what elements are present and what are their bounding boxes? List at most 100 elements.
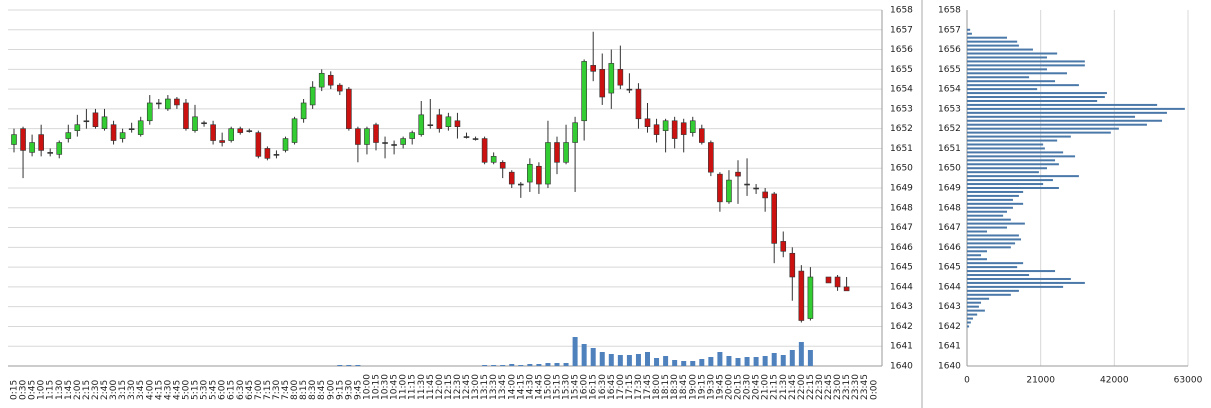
candle-body [128,128,135,130]
candle-body [38,134,44,151]
candle-body [174,98,180,106]
profile-bar [967,99,1098,102]
y-tick-label: 1656 [890,45,913,55]
y-tick-label: 1649 [890,184,913,194]
profile-bar [967,202,1024,205]
candle-body [445,116,452,127]
volume-bar [726,356,732,366]
x-tick-label: 5:30 [200,380,210,400]
volume-bar [645,352,650,366]
profile-bar [967,254,982,257]
profile-bar [967,242,1016,245]
candle-body [137,120,144,135]
x-tick-label: 8:30 [308,380,318,400]
x-tick-label: 21:30 [779,374,789,400]
profile-bar [967,258,987,261]
x-tick-label: 42000 [1100,376,1129,386]
x-tick-label: 12:15 [444,374,454,400]
candle-body [744,183,750,186]
candle-body [29,142,35,153]
x-tick-label: 15:45 [571,374,581,400]
x-tick-label: 19:30 [706,374,716,400]
candle-body [762,191,768,199]
profile-bar [967,305,979,308]
x-tick-label: 11:00 [399,374,409,400]
x-tick-label: 17:00 [616,374,626,400]
volume-bar [771,353,777,366]
y-tick-label: 1653 [890,104,913,114]
candle-body [554,142,560,163]
candle-body [671,120,678,139]
x-tick-label: 21000 [1026,376,1055,386]
candle-body [74,124,81,131]
x-tick-label: 11:15 [408,374,418,400]
y-tick-label: 1652 [938,124,961,134]
profile-bar [967,226,1007,229]
profile-bar [967,103,1158,106]
profile-bar [967,317,973,320]
candle-body [527,163,533,183]
y-tick-label: 1642 [890,322,913,332]
x-tick-label: 10:00 [362,374,372,400]
x-tick-label: 0:30 [19,380,29,400]
candle-body [228,128,234,141]
volume-bar [617,355,623,366]
x-tick-label: 12:00 [435,374,445,400]
y-tick-label: 1649 [938,184,961,194]
profile-bar [967,270,1056,273]
y-tick-label: 1654 [890,85,913,95]
volume-bar [798,342,804,366]
volume-bar [518,365,524,366]
profile-bar [967,194,1019,197]
candle-body [364,128,370,145]
x-tick-label: 21:00 [761,374,771,400]
y-tick-label: 1657 [890,25,913,35]
candle-body [517,183,524,186]
volume-bar [807,350,813,366]
profile-bar [967,64,1085,67]
x-tick-label: 23:15 [842,374,852,400]
y-tick-label: 1648 [890,203,913,213]
x-tick-label: 17:30 [634,374,644,400]
candle-body [291,118,298,143]
profile-bar [967,175,1079,178]
x-tick-label: 13:00 [471,374,481,400]
x-tick-label: 0:00 [869,380,879,400]
candle-body [318,72,325,88]
y-tick-label: 1650 [938,164,961,174]
x-tick-label: 13:15 [480,374,490,400]
x-tick-label: 6:00 [218,380,228,400]
y-tick-label: 1646 [890,243,913,253]
x-tick-label: 1:00 [37,380,47,400]
profile-bar [967,52,1058,55]
volume-bar [654,358,660,366]
candle-body [165,98,171,110]
x-tick-label: 18:30 [670,374,680,400]
x-tick-label: 12:30 [453,374,463,400]
candle-body [644,118,651,127]
candle-body [789,252,796,278]
candle-body [662,120,669,131]
volume-bar [346,365,352,366]
x-tick-label: 4:45 [172,380,182,400]
x-tick-label: 18:45 [679,374,689,400]
candle-body [490,156,497,163]
x-tick-label: 1:15 [46,380,56,400]
y-tick-label: 1648 [938,203,961,213]
volume-bar [590,348,596,366]
candle-body [336,84,343,92]
profile-bar [967,289,1019,292]
y-tick-label: 1658 [938,6,961,16]
y-tick-label: 1642 [938,322,961,332]
x-tick-label: 63000 [1174,376,1203,386]
candle-body [255,132,262,157]
x-tick-label: 2:15 [82,380,92,400]
volume-bar [635,354,641,366]
y-tick-label: 1647 [890,223,913,233]
x-tick-label: 5:45 [209,380,219,400]
profile-bar [967,119,1163,122]
profile-bar [967,28,971,31]
profile-bar [967,285,1064,288]
candle-body [119,132,126,139]
